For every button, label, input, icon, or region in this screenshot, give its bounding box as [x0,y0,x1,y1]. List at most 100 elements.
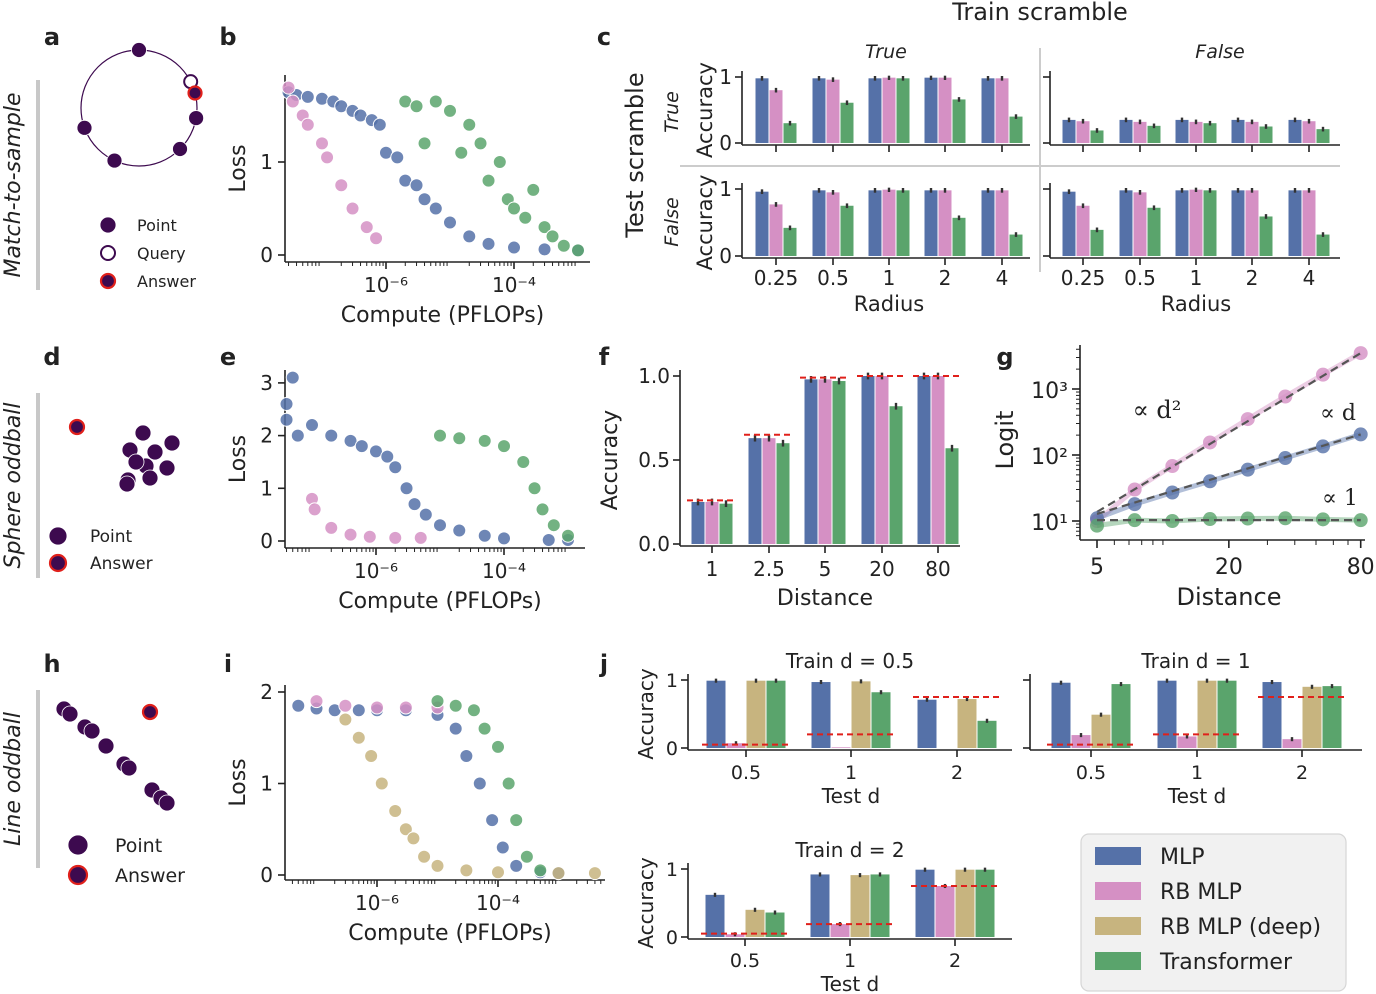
line-oddball-diagram: Point Answer [55,700,185,887]
scatter-point [526,182,541,197]
scatter-point [497,439,511,454]
bar-transformer [896,190,910,256]
x-tick-label: 10⁻⁶ [355,891,399,915]
x-tick-label: 2 [1246,266,1259,290]
sphere-oddball-diagram: Point Answer [48,418,181,574]
bar-rb-mlp [882,189,896,256]
y-axis-label: Accuracy [693,62,717,158]
bar-rb-mlp-deep [850,875,870,937]
bar-rb-mlp [1076,205,1090,256]
scatter-panel-i: i 0 1 2 10⁻⁶ 10⁻⁴ Compute (PFLOPs) Loss [224,650,605,946]
y-tick-label: 1.0 [638,364,670,388]
x-tick-label: 4 [996,266,1009,290]
scatter-point [372,117,387,132]
bar-mlp [1157,680,1177,748]
bar-rb-mlp [830,924,850,937]
scatter-point [551,866,566,881]
side-title-text: Match-to-sample [1,92,26,277]
scatter-point [388,803,403,818]
scatter-point [370,700,384,715]
series-rb-mlp [309,694,445,715]
series-mlp [279,370,575,547]
scatter-point [315,136,329,151]
legend-swatch-transformer [1095,952,1141,970]
scatter-point [430,858,445,873]
data-point [1202,474,1217,489]
data-point [1278,389,1293,404]
legend-label: Transformer [1159,950,1293,975]
answer-point-icon [68,418,86,436]
scatter-point [390,150,405,165]
scatter-point [492,155,507,169]
scatter-point [279,396,294,411]
bar-mlp [812,78,826,143]
bar-rb-mlp [1071,735,1091,748]
scatter-point [285,370,300,385]
bar-mlp [1288,119,1302,143]
y-tick-label: 1 [260,476,273,500]
bar-mlp [917,376,931,544]
bar-transformer [840,205,854,256]
data-point [1240,462,1255,477]
row-header: False [661,197,683,246]
y-tick-label: 0 [666,738,678,760]
panel-label: g [996,343,1013,371]
scatter-point [473,136,488,151]
scatter-point [509,813,524,828]
bar-transformer [832,381,846,544]
x-tick-label: 4 [1303,266,1316,290]
y-tick-label: 10³ [1031,379,1068,404]
column-header: False [1195,41,1244,63]
data-point [1202,435,1217,450]
annotation: ∝ d² [1133,396,1182,424]
y-tick-label: 0.0 [638,532,670,556]
x-tick-label: 0.25 [1061,266,1106,290]
bar-rb-mlp [1177,736,1197,748]
scatter-point [491,865,505,880]
scatter-point [343,433,358,448]
scatter-point [459,863,474,878]
bar-mlp [1288,190,1302,256]
point-icon [188,110,205,126]
data-point [1127,497,1142,512]
scatter-point [409,99,424,114]
scatter-point [380,449,395,464]
bar-transformer [1217,680,1237,748]
bar-mlp [861,376,875,544]
bar-transformer [952,99,966,143]
bar-transformer [1259,216,1273,256]
point-icon [131,42,147,58]
scatter-point [533,863,548,878]
scatter-point [481,173,496,188]
bar-rb-mlp-deep [955,869,975,937]
bar-rb-mlp [826,192,840,256]
bar-transformer [1203,190,1217,256]
y-tick-label: 1 [666,670,678,692]
panel-label: c [597,23,611,51]
scatter-point [300,117,315,132]
scatter-point [398,700,413,715]
point-icon [97,737,115,755]
y-axis-label: Accuracy [598,410,623,510]
point-icon [158,794,176,812]
scatter-point [398,822,413,837]
bar-mlp [804,379,818,544]
legend-swatch-rb-mlp-deep [1095,917,1141,935]
bar-transformer [1147,207,1161,256]
scatter-point [472,776,487,791]
scatter-point [413,530,428,545]
scatter-point [428,201,443,216]
legend: MLP RB MLP RB MLP (deep) Transformer [1080,833,1347,992]
bar-transformer [1316,234,1330,256]
scatter-point [409,178,424,193]
scatter-point [481,236,496,251]
bar-transformer [783,123,797,143]
scatter-point [454,145,469,160]
bar-transformer [1090,229,1104,256]
scatter-point [459,749,474,764]
bar-transformer [776,443,790,544]
bar-mlp [1231,190,1245,256]
scatter-point [338,698,353,713]
scatter-point [362,529,377,544]
subplot-train-d-1: Train d = 1 0.5 1 2 Test d [1023,649,1362,808]
